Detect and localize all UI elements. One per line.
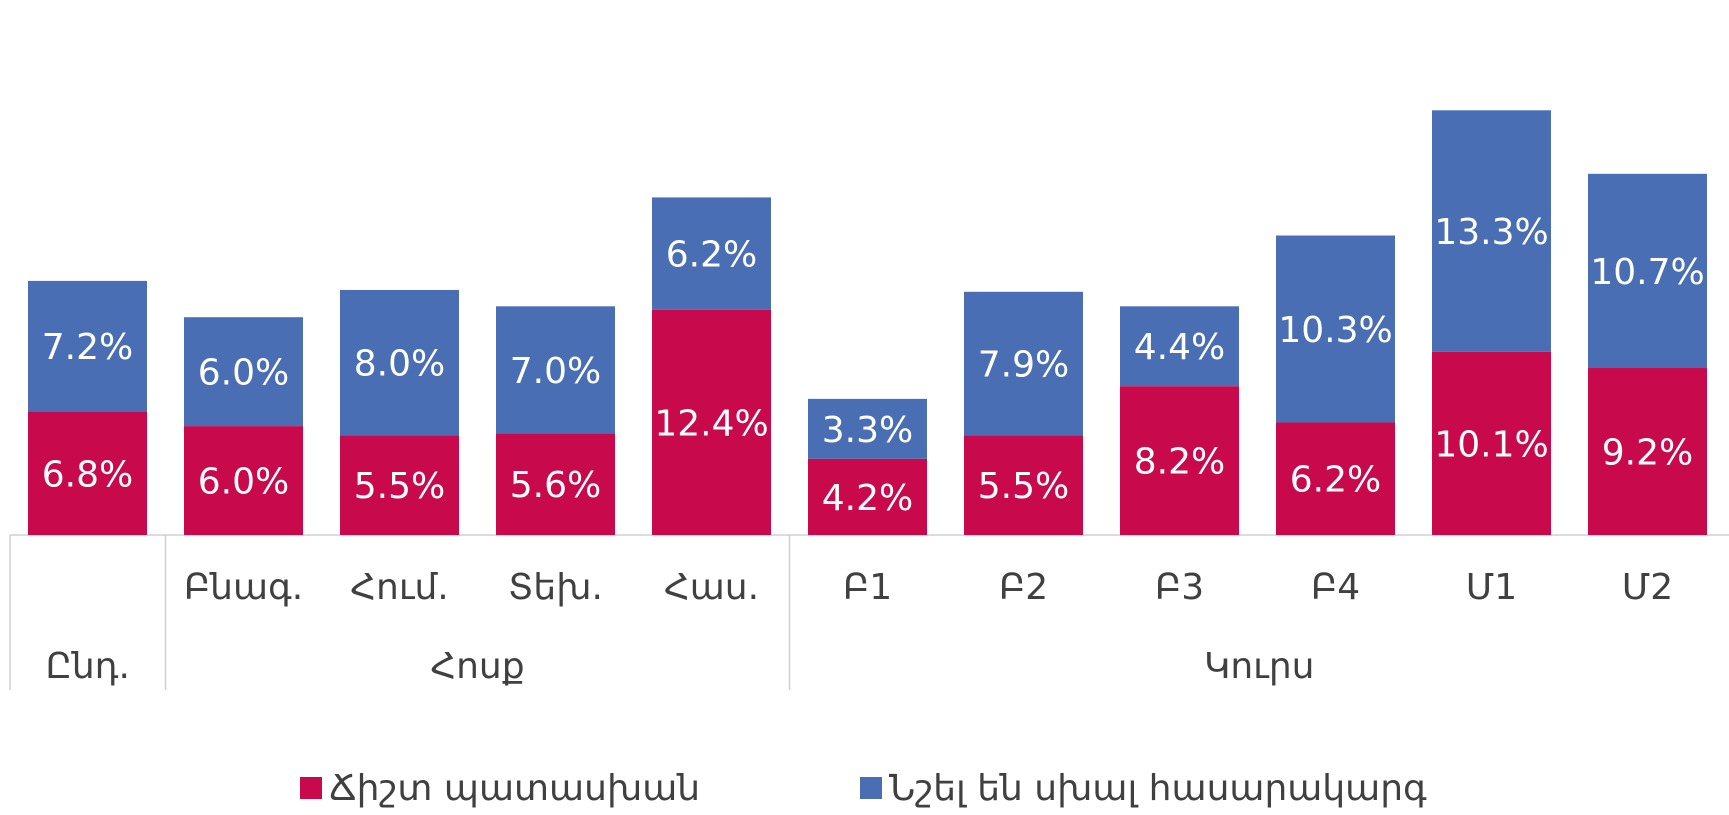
- bar-segment: [28, 280, 147, 412]
- value-label: 13.3%: [1434, 212, 1548, 253]
- bar-segment: [496, 433, 615, 535]
- value-label: 5.5%: [978, 466, 1069, 507]
- legend-label: Նշել են սխալ հասարակարգ: [889, 768, 1427, 809]
- value-label: 3.3%: [822, 410, 913, 451]
- bar-segment: [184, 317, 303, 427]
- bar-segment: [1432, 351, 1551, 535]
- bar-segment: [1588, 173, 1707, 369]
- bar-segment: [964, 291, 1083, 436]
- bar-segment: [1276, 235, 1395, 423]
- value-label: 8.2%: [1134, 442, 1225, 483]
- bar-segment: [340, 289, 459, 436]
- value-label: 4.4%: [1134, 327, 1225, 368]
- value-label: 6.2%: [666, 235, 757, 276]
- bar-segment: [340, 435, 459, 535]
- value-label: 9.2%: [1602, 433, 1693, 474]
- bar-segment: [808, 398, 927, 459]
- bar-segment: [1588, 368, 1707, 535]
- bar-segment: [184, 426, 303, 535]
- value-label: 10.3%: [1278, 310, 1392, 351]
- legend-swatch: [300, 777, 322, 799]
- value-label: 4.2%: [822, 478, 913, 519]
- value-label: 6.0%: [198, 353, 289, 394]
- bar-segment: [964, 435, 1083, 535]
- bar-segment: [28, 411, 147, 535]
- value-label: 7.2%: [42, 327, 133, 368]
- x-tick-label: Բ3: [1155, 567, 1204, 608]
- x-tick-label: Մ2: [1622, 567, 1673, 608]
- x-tick-label: Բ2: [999, 567, 1048, 608]
- x-tick-label: Բնագ.: [184, 567, 303, 608]
- x-tick-label: Բ4: [1311, 567, 1360, 608]
- x-tick-label: Մ1: [1466, 567, 1517, 608]
- value-label: 5.5%: [354, 466, 445, 507]
- value-label: 7.9%: [978, 344, 1069, 385]
- bar-segment: [496, 306, 615, 434]
- value-label: 10.7%: [1590, 252, 1704, 293]
- bar-segment: [1120, 386, 1239, 535]
- x-tick-label: Հում.: [350, 567, 449, 608]
- x-tick-label: Տեխ.: [508, 567, 603, 608]
- bar-segment: [652, 309, 771, 535]
- value-label: 7.0%: [510, 351, 601, 392]
- group-label: Կուրս: [1204, 646, 1314, 687]
- value-label: 6.8%: [42, 454, 133, 495]
- value-label: 5.6%: [510, 465, 601, 506]
- value-label: 10.1%: [1434, 424, 1548, 465]
- group-label: Հոսք: [430, 646, 524, 687]
- bar-segment: [808, 458, 927, 535]
- value-label: 6.2%: [1290, 460, 1381, 501]
- group-label: Ընդ.: [46, 646, 130, 687]
- x-tick-label: Հաս.: [664, 567, 759, 608]
- bar-segment: [652, 197, 771, 310]
- value-label: 12.4%: [654, 403, 768, 444]
- x-tick-label: Բ1: [843, 567, 892, 608]
- legend-label: Ճիշտ պատասխան: [329, 768, 700, 809]
- bar-segment: [1276, 422, 1395, 535]
- bar-segment: [1120, 306, 1239, 387]
- value-label: 8.0%: [354, 344, 445, 385]
- value-label: 6.0%: [198, 462, 289, 503]
- bar-segment: [1432, 110, 1551, 352]
- legend-swatch: [860, 777, 882, 799]
